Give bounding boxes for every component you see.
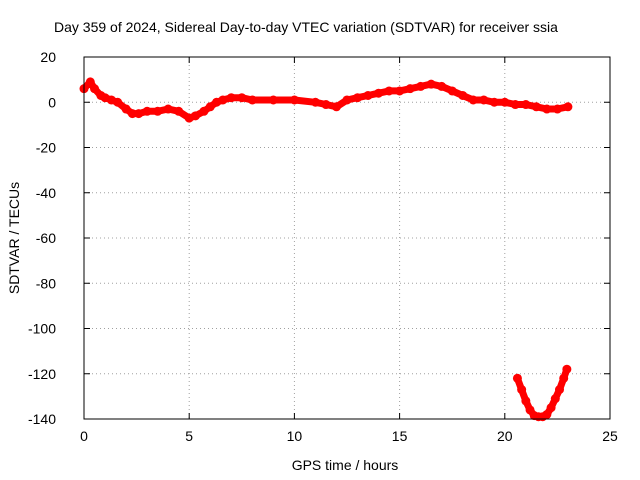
data-point (500, 97, 510, 107)
y-tick-label: -60 (36, 230, 56, 246)
data-point (342, 95, 352, 105)
data-point (531, 102, 541, 112)
data-point (510, 100, 520, 110)
data-point (268, 95, 278, 105)
x-tick-label: 15 (392, 428, 408, 444)
data-point (521, 396, 531, 406)
y-tick-label: -20 (36, 140, 56, 156)
data-point (237, 93, 247, 103)
data-point (563, 102, 573, 112)
data-point (134, 109, 144, 119)
x-tick-label: 10 (287, 428, 303, 444)
data-point (289, 95, 299, 105)
data-point (517, 385, 527, 395)
axis-ticks: 0 5 10 15 20 25 -140 -120 -100 -80 -60 -40 -20 0 20 (28, 49, 618, 444)
data-point (555, 385, 565, 395)
data-point (546, 403, 556, 413)
y-tick-label: -80 (36, 275, 56, 291)
y-tick-label: 20 (40, 49, 56, 65)
data-point (121, 104, 131, 114)
data-point (142, 106, 152, 116)
data-point (205, 102, 215, 112)
data-point (458, 90, 468, 100)
data-point (468, 95, 478, 105)
data-point (552, 104, 562, 114)
data-point (447, 86, 457, 96)
series-lower-arc (512, 364, 572, 422)
data-point (562, 364, 572, 374)
series-main-arc (79, 77, 573, 123)
x-tick-label: 5 (185, 428, 193, 444)
data-point (550, 394, 560, 404)
data-point (85, 77, 95, 87)
y-axis-label: SDTVAR / TECUs (6, 182, 22, 294)
data-point (321, 100, 331, 110)
x-axis-label: GPS time / hours (292, 457, 399, 473)
data-point (153, 106, 163, 116)
data-point (374, 88, 384, 98)
data-point (331, 102, 341, 112)
chart-title: Day 359 of 2024, Sidereal Day-to-day VTE… (54, 19, 558, 35)
data-point (174, 106, 184, 116)
data-point (226, 93, 236, 103)
data-point (247, 95, 257, 105)
data-point (90, 84, 100, 94)
data-point (384, 86, 394, 96)
y-tick-label: -120 (28, 366, 56, 382)
x-tick-label: 25 (602, 428, 618, 444)
data-point (437, 81, 447, 91)
x-tick-label: 20 (497, 428, 513, 444)
data-point (542, 104, 552, 114)
y-tick-label: -40 (36, 185, 56, 201)
data-point (521, 100, 531, 110)
data-series (79, 77, 573, 422)
y-tick-label: -100 (28, 321, 56, 337)
data-point (512, 373, 522, 383)
data-point (310, 97, 320, 107)
data-point (405, 84, 415, 94)
data-point (542, 409, 552, 419)
data-point (395, 86, 405, 96)
y-tick-label: -140 (28, 411, 56, 427)
data-point (353, 93, 363, 103)
data-point (363, 90, 373, 100)
data-point (426, 79, 436, 89)
data-point (163, 104, 173, 114)
data-point (218, 95, 228, 105)
data-point (113, 97, 123, 107)
data-point (127, 109, 137, 119)
data-point (191, 111, 201, 121)
data-point (479, 95, 489, 105)
x-tick-label: 0 (80, 428, 88, 444)
data-point (416, 81, 426, 91)
data-point (559, 373, 569, 383)
data-point (199, 106, 209, 116)
data-point (489, 97, 499, 107)
y-tick-label: 0 (48, 94, 56, 110)
